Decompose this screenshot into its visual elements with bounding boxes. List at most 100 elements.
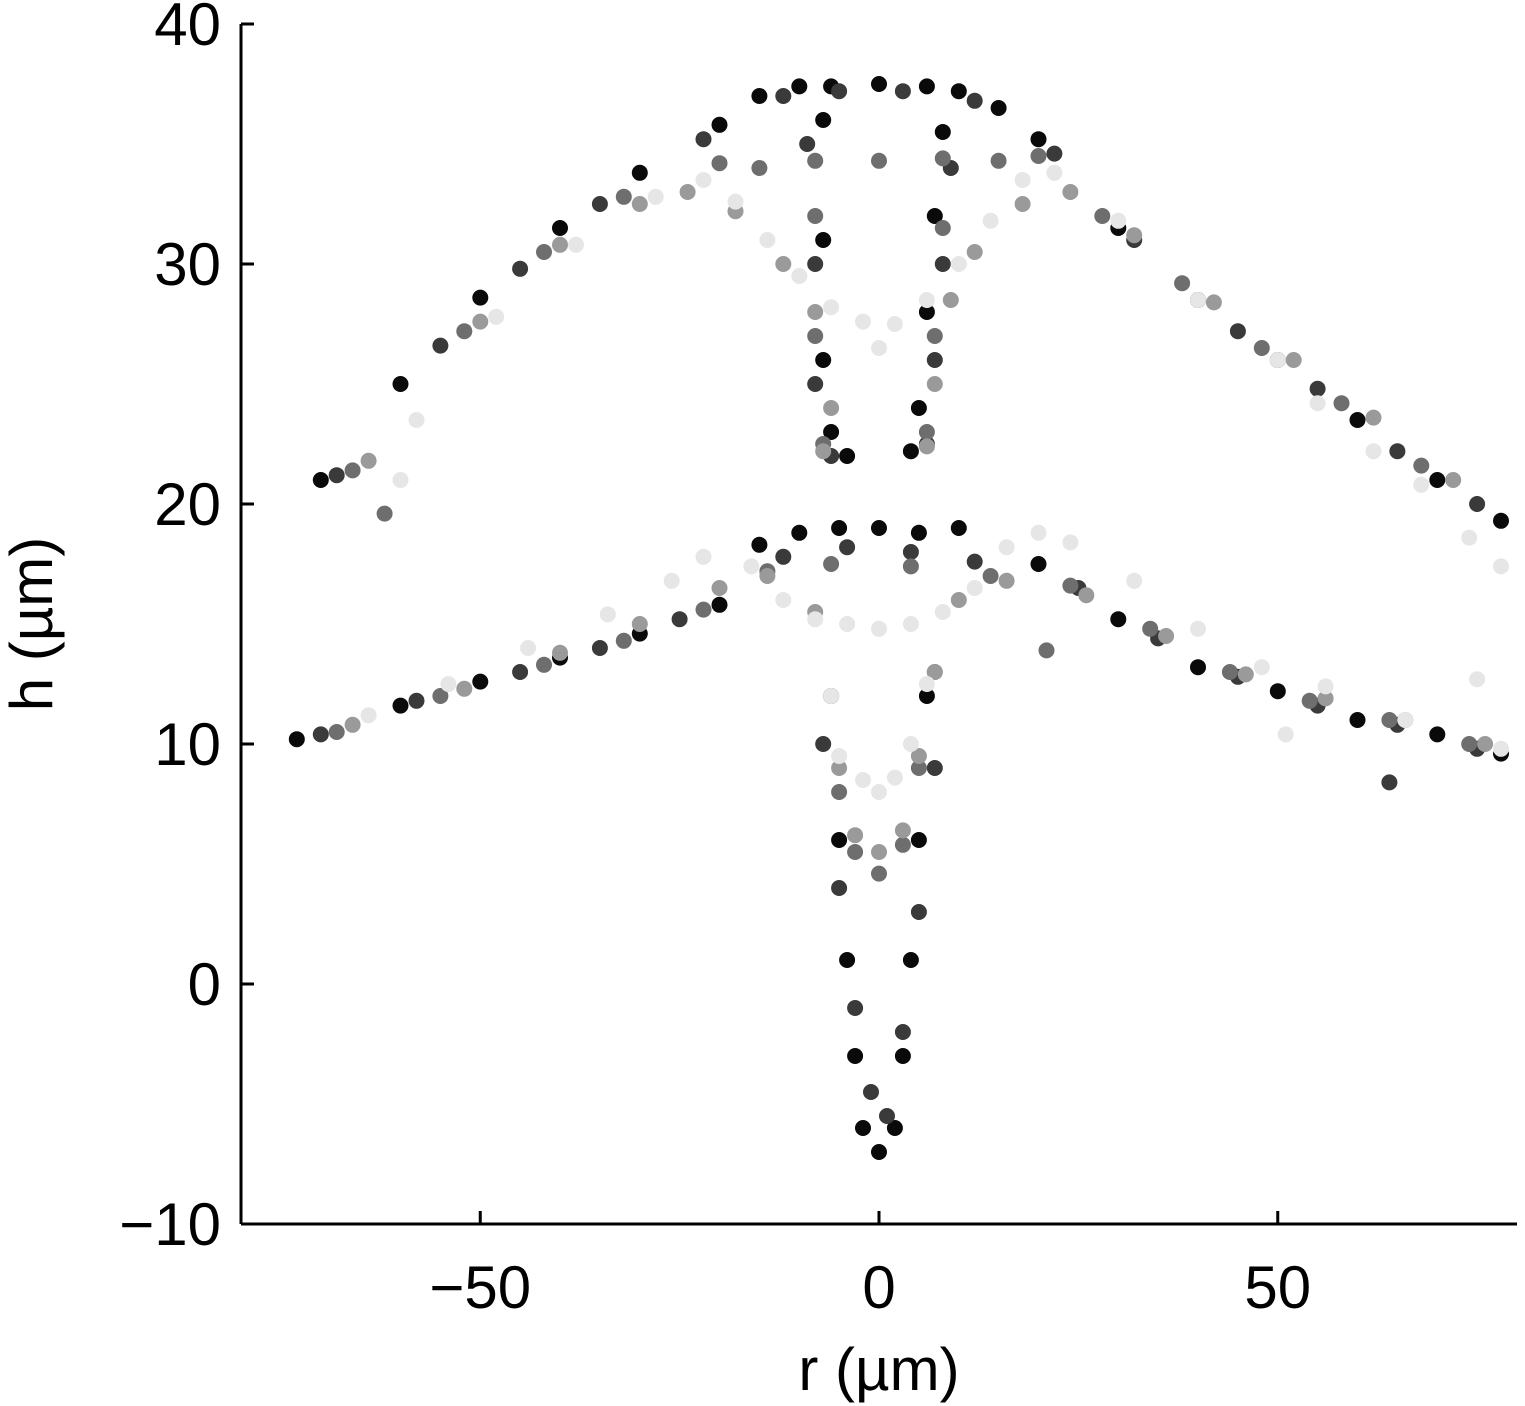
data-point — [392, 376, 409, 392]
data-point — [847, 1000, 864, 1016]
data-point — [918, 292, 935, 308]
data-point — [934, 150, 951, 167]
data-point — [998, 572, 1015, 589]
data-point — [950, 520, 967, 536]
data-point — [360, 707, 377, 724]
data-point — [863, 1084, 879, 1100]
y-tick-label: 20 — [154, 471, 221, 538]
data-point — [871, 76, 887, 92]
data-point — [1142, 620, 1159, 637]
data-point — [472, 313, 489, 330]
data-point — [823, 299, 840, 316]
x-tick-label: 50 — [1244, 1254, 1311, 1321]
data-point — [1469, 671, 1486, 688]
data-point — [807, 208, 824, 224]
data-point — [1269, 352, 1286, 368]
data-point — [871, 620, 887, 637]
data-point — [894, 822, 911, 839]
data-point — [1237, 666, 1254, 683]
data-point — [894, 1048, 911, 1064]
data-point — [775, 592, 792, 608]
data-point — [807, 328, 824, 344]
data-point — [472, 289, 489, 306]
data-point — [1126, 572, 1143, 589]
data-point — [615, 632, 632, 649]
data-point — [886, 769, 903, 786]
data-point — [1381, 712, 1398, 728]
data-point — [591, 196, 608, 212]
data-point — [823, 400, 840, 416]
data-point — [743, 558, 760, 575]
data-point — [847, 827, 864, 844]
data-point — [1397, 712, 1414, 728]
y-axis-label: h (µm) — [0, 537, 65, 712]
data-point — [1309, 380, 1326, 397]
data-point — [1253, 340, 1270, 356]
data-point — [823, 556, 840, 572]
data-point — [1429, 726, 1446, 743]
data-point — [344, 462, 361, 479]
data-point — [807, 611, 824, 628]
data-point — [902, 544, 919, 560]
data-point — [1285, 352, 1302, 368]
data-point — [1493, 558, 1509, 575]
data-point — [1413, 457, 1430, 474]
data-point — [536, 656, 552, 673]
series-9-lower — [360, 524, 1509, 800]
data-point — [1477, 736, 1494, 752]
data-point — [392, 472, 409, 488]
data-point — [910, 904, 927, 920]
series-7-lower — [344, 568, 1494, 860]
data-point — [839, 448, 856, 464]
data-point — [695, 548, 712, 565]
data-point — [831, 880, 848, 896]
data-point — [1229, 323, 1246, 340]
data-point — [807, 304, 824, 320]
data-point — [1126, 227, 1143, 244]
data-point — [1221, 664, 1238, 680]
data-point — [631, 616, 648, 632]
y-tick-label: 10 — [154, 711, 221, 778]
series-6-upper — [360, 184, 1462, 488]
data-point — [831, 748, 848, 764]
data-point — [312, 472, 329, 488]
data-point — [855, 313, 871, 330]
data-point — [520, 640, 537, 656]
data-point — [910, 832, 927, 848]
data-point — [328, 724, 345, 740]
data-point — [1389, 443, 1406, 460]
data-point — [1277, 726, 1294, 743]
data-point — [472, 673, 489, 690]
data-point — [512, 664, 529, 680]
data-point — [695, 601, 712, 618]
data-point — [918, 424, 935, 440]
data-point — [982, 568, 999, 584]
data-point — [663, 572, 680, 589]
data-point — [671, 611, 688, 628]
series-0-upper — [312, 76, 1509, 529]
data-point — [759, 568, 776, 584]
data-point — [1269, 683, 1286, 700]
data-point — [408, 412, 425, 428]
data-point — [568, 236, 584, 253]
data-point — [998, 539, 1015, 556]
data-point — [918, 78, 935, 95]
data-point — [552, 220, 568, 236]
data-point — [695, 172, 712, 188]
data-point — [815, 443, 832, 460]
data-point — [831, 760, 848, 776]
data-point — [1190, 620, 1206, 637]
data-point — [1429, 472, 1446, 488]
data-point — [1381, 774, 1398, 791]
data-point — [894, 83, 911, 100]
data-point — [1190, 292, 1206, 308]
data-point — [1158, 628, 1175, 644]
data-point — [751, 536, 768, 553]
data-point — [488, 308, 505, 325]
data-point — [1205, 294, 1222, 311]
series-1-lower — [288, 520, 1509, 1160]
data-point — [902, 616, 919, 632]
data-point — [512, 260, 529, 277]
data-point — [839, 616, 856, 632]
